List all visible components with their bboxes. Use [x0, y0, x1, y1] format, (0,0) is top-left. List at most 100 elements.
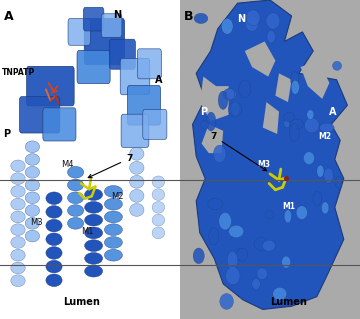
Ellipse shape: [193, 248, 204, 264]
Ellipse shape: [239, 80, 251, 98]
Ellipse shape: [11, 173, 25, 184]
Text: P: P: [4, 129, 11, 139]
Ellipse shape: [85, 265, 103, 277]
Ellipse shape: [25, 154, 40, 165]
Ellipse shape: [296, 206, 307, 219]
Ellipse shape: [85, 189, 103, 200]
Ellipse shape: [238, 248, 244, 261]
Text: A: A: [155, 75, 162, 85]
Text: P: P: [200, 107, 207, 117]
Ellipse shape: [152, 227, 165, 239]
Ellipse shape: [152, 176, 165, 188]
Ellipse shape: [85, 253, 103, 264]
Ellipse shape: [266, 13, 280, 29]
Ellipse shape: [324, 168, 333, 183]
Ellipse shape: [226, 88, 234, 100]
Ellipse shape: [252, 278, 260, 289]
Ellipse shape: [246, 10, 260, 26]
Ellipse shape: [209, 227, 219, 245]
Ellipse shape: [228, 102, 242, 116]
Ellipse shape: [317, 165, 324, 177]
Text: M3: M3: [257, 160, 270, 169]
Text: N: N: [113, 10, 122, 19]
Ellipse shape: [11, 237, 25, 248]
Ellipse shape: [219, 212, 231, 230]
Ellipse shape: [68, 167, 84, 178]
FancyBboxPatch shape: [19, 97, 60, 133]
Ellipse shape: [25, 141, 40, 152]
Ellipse shape: [236, 248, 247, 262]
Ellipse shape: [11, 198, 25, 210]
Ellipse shape: [11, 224, 25, 235]
Ellipse shape: [291, 80, 300, 94]
Ellipse shape: [208, 198, 222, 210]
Ellipse shape: [313, 191, 322, 205]
Ellipse shape: [273, 287, 287, 300]
FancyBboxPatch shape: [127, 85, 161, 125]
Ellipse shape: [68, 218, 84, 229]
Ellipse shape: [25, 167, 40, 178]
Ellipse shape: [46, 260, 62, 273]
Ellipse shape: [201, 120, 208, 129]
Ellipse shape: [289, 123, 299, 142]
Text: Lumen: Lumen: [63, 297, 100, 307]
FancyBboxPatch shape: [109, 39, 135, 69]
FancyBboxPatch shape: [137, 49, 161, 79]
FancyBboxPatch shape: [43, 108, 76, 141]
Ellipse shape: [305, 118, 319, 133]
Polygon shape: [200, 77, 229, 121]
Ellipse shape: [226, 267, 240, 285]
Ellipse shape: [218, 91, 228, 109]
Ellipse shape: [25, 230, 40, 242]
Ellipse shape: [85, 240, 103, 251]
Ellipse shape: [104, 198, 122, 210]
Ellipse shape: [335, 176, 342, 188]
FancyBboxPatch shape: [68, 19, 90, 45]
Ellipse shape: [46, 206, 62, 218]
Polygon shape: [301, 61, 329, 99]
Polygon shape: [263, 102, 279, 134]
Ellipse shape: [246, 17, 258, 31]
Ellipse shape: [25, 218, 40, 229]
FancyBboxPatch shape: [102, 14, 122, 37]
Ellipse shape: [85, 214, 103, 226]
Ellipse shape: [291, 71, 299, 88]
Ellipse shape: [11, 186, 25, 197]
Ellipse shape: [152, 214, 165, 226]
Ellipse shape: [267, 30, 275, 43]
Ellipse shape: [130, 161, 144, 174]
Ellipse shape: [25, 179, 40, 191]
Ellipse shape: [68, 205, 84, 216]
Ellipse shape: [46, 192, 62, 204]
Ellipse shape: [46, 219, 62, 232]
Text: A: A: [4, 10, 13, 23]
Ellipse shape: [262, 240, 275, 251]
Ellipse shape: [229, 225, 244, 238]
Ellipse shape: [104, 224, 122, 235]
Ellipse shape: [213, 145, 226, 163]
Ellipse shape: [104, 249, 122, 261]
Polygon shape: [202, 124, 223, 153]
Ellipse shape: [11, 160, 25, 172]
Ellipse shape: [220, 293, 233, 309]
FancyBboxPatch shape: [143, 109, 167, 139]
Text: TNPATP: TNPATP: [2, 68, 35, 77]
Ellipse shape: [284, 119, 290, 128]
FancyBboxPatch shape: [120, 58, 150, 95]
Polygon shape: [245, 41, 275, 77]
Text: M1: M1: [283, 202, 296, 211]
Ellipse shape: [284, 210, 292, 223]
Ellipse shape: [85, 227, 103, 239]
Ellipse shape: [303, 152, 315, 165]
Ellipse shape: [130, 147, 144, 160]
Text: Lumen: Lumen: [270, 297, 307, 307]
Text: 7: 7: [211, 132, 267, 171]
Ellipse shape: [257, 268, 267, 279]
Text: M2: M2: [319, 132, 332, 141]
Ellipse shape: [11, 249, 25, 261]
Text: B: B: [184, 10, 193, 23]
Text: M1: M1: [81, 227, 94, 236]
FancyBboxPatch shape: [27, 66, 74, 106]
Ellipse shape: [68, 192, 84, 204]
Ellipse shape: [307, 110, 314, 120]
